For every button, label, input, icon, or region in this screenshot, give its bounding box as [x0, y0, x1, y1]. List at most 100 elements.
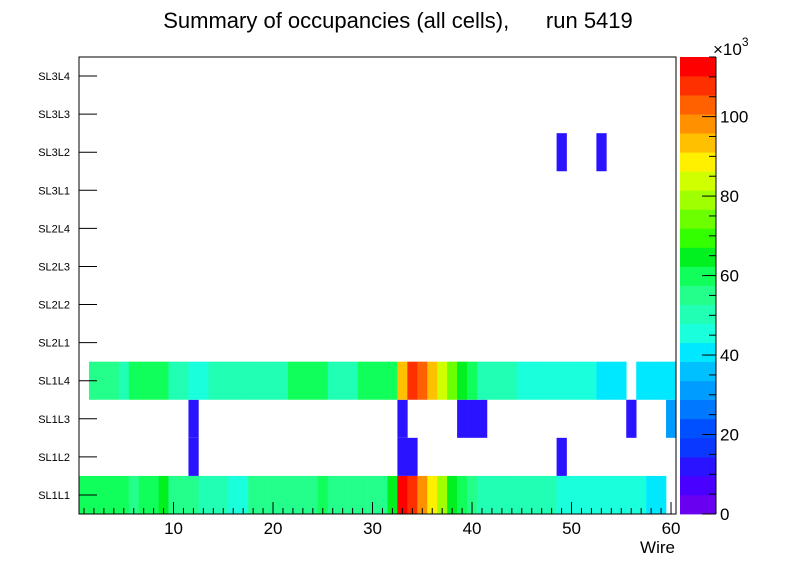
- cell-sl1l4-wire-43: [496, 361, 508, 400]
- cell-sl1l1-wire-53: [596, 475, 607, 514]
- cell-sl1l3-wire-39: [457, 399, 468, 438]
- palette-band-19: [680, 133, 716, 153]
- cell-sl1l4-wire-38: [447, 361, 458, 400]
- cell-sl1l1-wire-8: [148, 475, 159, 514]
- palette-band-11: [680, 285, 716, 305]
- cell-sl1l1-wire-31: [377, 475, 388, 514]
- cell-sl1l4-wire-9: [158, 361, 169, 400]
- cell-sl1l4-wire-24: [307, 361, 319, 400]
- x-axis-title: Wire: [640, 538, 675, 557]
- cell-sl1l4-wire-32: [387, 361, 398, 400]
- cell-sl1l1-wire-4: [108, 475, 120, 514]
- cell-sl1l4-wire-59: [656, 361, 667, 400]
- cell-sl1l1-wire-18: [248, 475, 259, 514]
- cell-sl1l1-wire-15: [218, 475, 229, 514]
- cell-sl1l4-wire-20: [268, 361, 279, 400]
- cell-sl1l4-wire-4: [108, 361, 120, 400]
- cell-sl1l1-wire-23: [297, 475, 309, 514]
- y-axis: SL1L1 SL1L2 SL1L3 SL1L4 SL2L1 SL2L2 SL2L3 SL2L4…: [38, 71, 97, 502]
- x-tick-label-40: 40: [463, 519, 482, 538]
- palette-band-4: [680, 418, 716, 439]
- cell-sl1l1-wire-57: [636, 475, 647, 514]
- cell-sl1l4-wire-28: [347, 361, 358, 400]
- cell-sl3l2-wire-53: [596, 133, 607, 172]
- plot-frame: [78, 56, 677, 515]
- palette-band-14: [680, 228, 716, 248]
- cell-sl1l1-wire-46: [526, 475, 537, 514]
- cell-sl1l1-wire-10: [168, 475, 179, 514]
- palette-tick-label-20: 20: [720, 426, 739, 445]
- cell-sl1l2-wire-12: [188, 437, 199, 476]
- cell-sl1l4-wire-31: [377, 361, 388, 400]
- cell-sl1l1-wire-5: [118, 475, 130, 514]
- cell-sl1l4-wire-23: [297, 361, 309, 400]
- y-label-sl2l1: SL2L1: [38, 338, 70, 350]
- cell-sl1l3-wire-56: [626, 399, 637, 438]
- cell-sl1l4-wire-45: [516, 361, 528, 400]
- y-label-sl1l3: SL1L3: [38, 414, 70, 426]
- cell-sl1l4-wire-14: [208, 361, 219, 400]
- palette-tick-label-60: 60: [720, 267, 739, 286]
- palette-band-3: [680, 437, 716, 458]
- y-label-sl3l3: SL3L3: [38, 109, 70, 121]
- palette-axis: 0 20 40 60 80 100: [702, 56, 748, 524]
- palette-exponent-base: ×10: [713, 40, 742, 59]
- cell-sl1l1-wire-43: [496, 475, 508, 514]
- palette-band-23: [680, 57, 716, 77]
- palette-band-22: [680, 76, 716, 96]
- cell-sl1l1-wire-58: [646, 475, 657, 514]
- cell-sl1l1-wire-54: [606, 475, 617, 514]
- palette-band-7: [680, 361, 716, 382]
- cell-sl1l1-wire-25: [317, 475, 329, 514]
- palette-band-12: [680, 266, 716, 286]
- cell-sl1l4-wire-11: [178, 361, 189, 400]
- cell-sl1l1-wire-21: [278, 475, 289, 514]
- palette-band-10: [680, 304, 716, 324]
- cell-sl1l4-wire-54: [606, 361, 617, 400]
- cell-sl1l1-wire-56: [626, 475, 637, 514]
- cell-sl1l4-wire-21: [278, 361, 289, 400]
- cell-sl1l4-wire-55: [616, 361, 627, 400]
- palette-band-6: [680, 380, 716, 401]
- cell-sl1l4-wire-47: [536, 361, 547, 400]
- y-label-sl3l1: SL3L1: [38, 185, 70, 197]
- cell-sl1l1-wire-50: [566, 475, 577, 514]
- cell-sl1l1-wire-55: [616, 475, 627, 514]
- y-label-sl2l2: SL2L2: [38, 300, 70, 312]
- cell-sl1l1-wire-7: [138, 475, 149, 514]
- cell-sl1l3-wire-40: [467, 399, 478, 438]
- cell-sl1l4-wire-26: [327, 361, 338, 400]
- cell-sl1l4-wire-58: [646, 361, 657, 400]
- x-tick-label-60: 60: [662, 519, 681, 538]
- y-label-sl1l1: SL1L1: [38, 490, 70, 502]
- cell-sl1l4-wire-7: [138, 361, 149, 400]
- heatmap-cells: [79, 133, 677, 514]
- cell-sl1l1-wire-40: [467, 475, 478, 514]
- cell-sl1l4-wire-16: [228, 361, 239, 400]
- cell-sl1l1-wire-41: [477, 475, 488, 514]
- cell-sl1l1-wire-49: [556, 475, 567, 514]
- cell-sl1l1-wire-47: [536, 475, 547, 514]
- cell-sl1l4-wire-6: [128, 361, 139, 400]
- palette-exponent: ×103: [713, 35, 749, 59]
- cell-sl1l4-wire-12: [188, 361, 199, 400]
- cell-sl1l1-wire-16: [228, 475, 239, 514]
- cell-sl1l4-wire-33: [397, 361, 408, 400]
- palette-band-0: [680, 494, 716, 515]
- cell-sl1l1-wire-32: [387, 475, 398, 514]
- palette-band-9: [680, 323, 716, 344]
- cell-sl1l1-wire-11: [178, 475, 189, 514]
- cell-sl1l4-wire-41: [477, 361, 488, 400]
- cell-sl1l4-wire-10: [168, 361, 179, 400]
- cell-sl1l4-wire-18: [248, 361, 259, 400]
- y-label-sl2l3: SL2L3: [38, 261, 70, 273]
- y-label-sl1l4: SL1L4: [38, 376, 70, 388]
- y-label-sl1l2: SL1L2: [38, 452, 70, 464]
- cell-sl1l1-wire-36: [427, 475, 438, 514]
- cell-sl1l1-wire-19: [258, 475, 269, 514]
- color-palette: [680, 57, 716, 515]
- cell-sl1l1-wire-26: [327, 475, 338, 514]
- cell-sl1l3-wire-60: [666, 399, 677, 438]
- x-tick-label-10: 10: [164, 519, 183, 538]
